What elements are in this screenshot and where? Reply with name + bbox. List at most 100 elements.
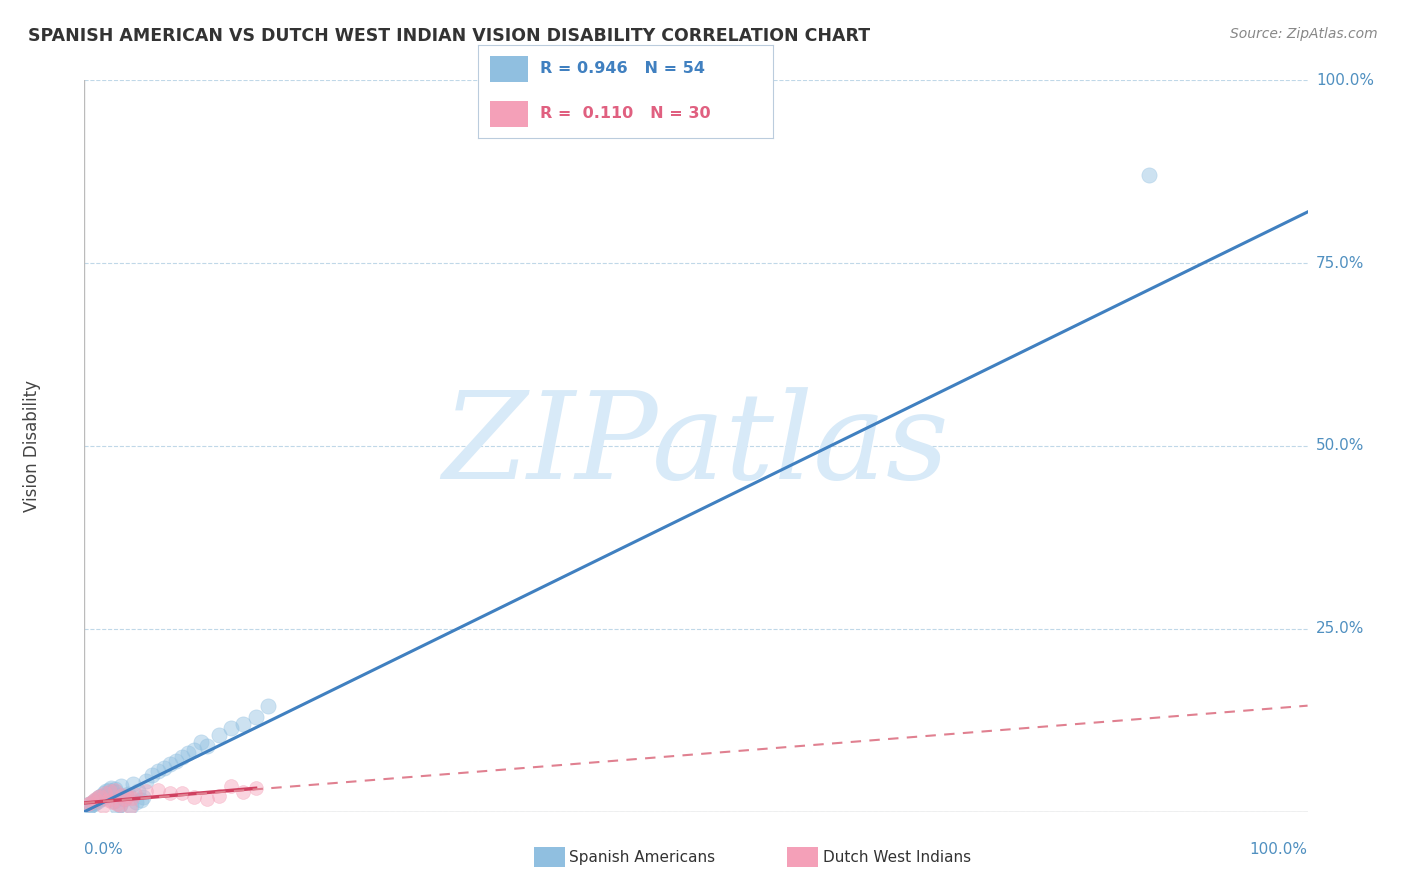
Point	[108, 798, 131, 813]
Point	[77, 797, 100, 812]
Point	[245, 709, 267, 723]
Point	[172, 749, 194, 764]
Bar	[489, 56, 529, 82]
Point	[219, 779, 242, 793]
Point	[159, 757, 181, 772]
Point	[80, 796, 103, 810]
Point	[122, 777, 145, 791]
Point	[232, 717, 254, 731]
Text: SPANISH AMERICAN VS DUTCH WEST INDIAN VISION DISABILITY CORRELATION CHART: SPANISH AMERICAN VS DUTCH WEST INDIAN VI…	[28, 27, 870, 45]
Point	[110, 779, 132, 793]
Point	[97, 782, 120, 797]
Point	[93, 787, 115, 801]
Text: 0.0%: 0.0%	[84, 842, 124, 857]
Point	[94, 789, 117, 804]
Point	[101, 795, 124, 809]
Point	[111, 788, 134, 802]
Point	[146, 764, 169, 779]
Point	[127, 783, 149, 797]
Point	[195, 791, 218, 805]
Point	[135, 784, 157, 798]
Point	[107, 788, 129, 802]
Point	[141, 768, 163, 782]
Point	[108, 798, 131, 813]
Point	[87, 790, 110, 805]
Point	[86, 791, 108, 805]
Point	[172, 786, 194, 800]
Point	[132, 790, 155, 805]
Point	[183, 742, 205, 756]
Point	[117, 787, 139, 801]
Point	[87, 790, 110, 805]
Point	[87, 795, 110, 809]
Point	[77, 797, 100, 812]
Point	[89, 789, 111, 803]
Point	[121, 790, 143, 805]
Point	[125, 795, 148, 809]
Point	[159, 787, 181, 801]
Text: Vision Disability: Vision Disability	[22, 380, 41, 512]
Point	[89, 792, 111, 806]
Point	[97, 793, 120, 807]
Point	[129, 793, 152, 807]
Point	[83, 794, 105, 808]
Text: Source: ZipAtlas.com: Source: ZipAtlas.com	[1230, 27, 1378, 41]
Text: Dutch West Indians: Dutch West Indians	[823, 850, 970, 864]
Point	[82, 797, 104, 812]
Text: R = 0.946   N = 54: R = 0.946 N = 54	[540, 62, 704, 77]
Point	[195, 739, 218, 753]
Text: 100.0%: 100.0%	[1316, 73, 1374, 87]
Bar	[489, 101, 529, 127]
Point	[90, 789, 112, 803]
Point	[84, 791, 107, 805]
Point	[84, 796, 107, 810]
Point	[118, 799, 141, 814]
Point	[104, 782, 127, 797]
Point	[232, 785, 254, 799]
Point	[219, 721, 242, 735]
Point	[115, 789, 138, 804]
Point	[120, 798, 142, 813]
Text: 100.0%: 100.0%	[1250, 842, 1308, 857]
Point	[79, 798, 101, 813]
Point	[98, 786, 121, 800]
Point	[124, 787, 146, 801]
Point	[104, 782, 127, 797]
Text: R =  0.110   N = 30: R = 0.110 N = 30	[540, 106, 710, 121]
Point	[183, 790, 205, 805]
Point	[208, 789, 231, 803]
Point	[105, 800, 128, 814]
Point	[91, 798, 114, 813]
Text: 50.0%: 50.0%	[1316, 439, 1364, 453]
Point	[165, 754, 187, 768]
Point	[257, 698, 280, 713]
Text: 75.0%: 75.0%	[1316, 256, 1364, 270]
Point	[135, 774, 157, 789]
Text: ZIPatlas: ZIPatlas	[443, 387, 949, 505]
Point	[91, 790, 114, 805]
Point	[101, 783, 124, 797]
Point	[79, 796, 101, 810]
Point	[1137, 169, 1160, 183]
Point	[146, 782, 169, 797]
Point	[190, 735, 212, 749]
Point	[114, 792, 136, 806]
Point	[208, 728, 231, 742]
Point	[97, 787, 120, 801]
Point	[153, 761, 176, 775]
Point	[103, 794, 125, 808]
Point	[94, 787, 117, 801]
Point	[177, 746, 200, 760]
Point	[77, 801, 100, 815]
Point	[112, 791, 135, 805]
Point	[98, 784, 121, 798]
Point	[105, 797, 128, 811]
Point	[100, 781, 122, 796]
Text: Spanish Americans: Spanish Americans	[569, 850, 716, 864]
Point	[105, 785, 128, 799]
Point	[82, 794, 104, 808]
Text: 25.0%: 25.0%	[1316, 622, 1364, 636]
Point	[96, 784, 118, 798]
Point	[115, 789, 138, 804]
Point	[245, 781, 267, 796]
